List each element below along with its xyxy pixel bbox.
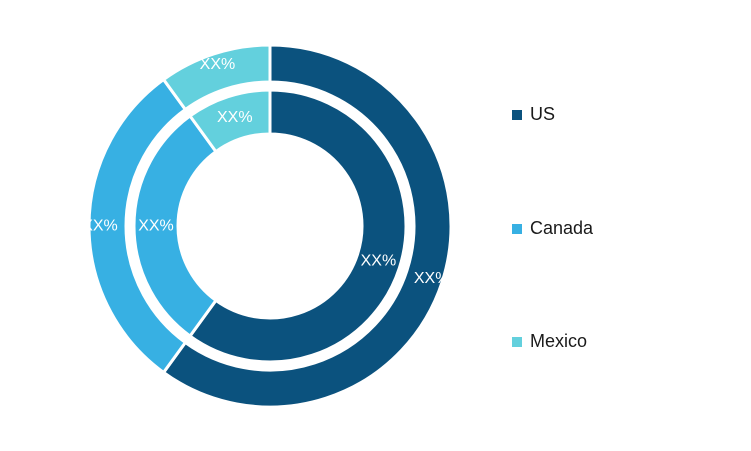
inner-ring-label-canada: XX% [138, 218, 174, 235]
chart-legend: US Canada Mexico [512, 0, 732, 451]
legend-swatch-us [512, 109, 522, 120]
inner-ring-label-us: XX% [361, 253, 397, 270]
outer-ring-slice-mexico [161, 43, 272, 112]
legend-label-canada: Canada [530, 218, 594, 238]
inner-ring-slice-mexico [187, 88, 272, 154]
legend-swatch-canada [512, 223, 522, 234]
legend-label-us: US [530, 104, 556, 124]
outer-ring-slice-us [161, 43, 453, 409]
outer-ring-label-us: XX% [414, 270, 450, 287]
legend-swatch-mexico [512, 336, 522, 347]
outer-ring-label-mexico: XX% [200, 56, 236, 73]
outer-ring-label-canada: XX% [82, 218, 118, 235]
legend-item-canada: Canada [512, 218, 593, 239]
legend-label-mexico: Mexico [530, 331, 588, 351]
inner-ring-slice-us [187, 88, 408, 364]
inner-ring-slice-canada [132, 113, 219, 339]
legend-item-us: US [512, 104, 555, 125]
inner-ring-label-mexico: XX% [217, 109, 253, 126]
legend-item-mexico: Mexico [512, 331, 587, 352]
